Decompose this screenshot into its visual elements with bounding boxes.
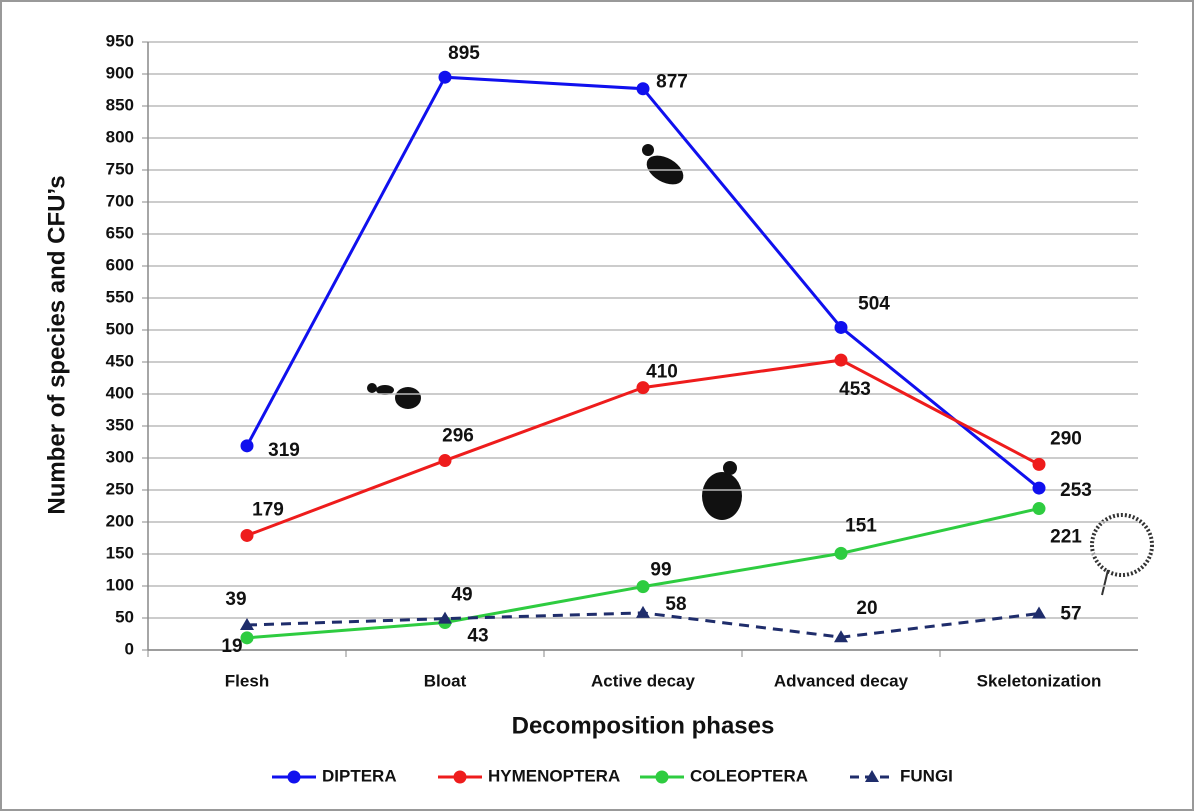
legend-label: HYMENOPTERA: [488, 766, 620, 785]
point: [835, 547, 848, 560]
y-tick-label: 50: [115, 607, 134, 626]
y-tick-label: 400: [106, 383, 134, 402]
data-label: 319: [268, 440, 300, 461]
y-tick-label: 150: [106, 543, 134, 562]
data-label: 39: [225, 589, 246, 610]
point: [439, 71, 452, 84]
y-axis-title: Number of species and CFU’s: [43, 175, 70, 514]
data-label: 151: [845, 515, 877, 536]
data-label: 43: [467, 625, 488, 646]
data-label: 221: [1050, 527, 1082, 548]
point: [637, 580, 650, 593]
y-tick-label: 800: [106, 127, 134, 146]
x-tick-label: Active decay: [591, 671, 695, 690]
point: [835, 321, 848, 334]
x-tick-label: Advanced decay: [774, 671, 909, 690]
data-label: 296: [442, 426, 474, 447]
x-tick-label: Bloat: [424, 671, 467, 690]
y-tick-label: 650: [106, 223, 134, 242]
y-tick-label: 950: [106, 31, 134, 50]
y-tick-label: 300: [106, 447, 134, 466]
point: [439, 454, 452, 467]
data-label: 453: [839, 379, 871, 400]
legend-label: COLEOPTERA: [690, 766, 808, 785]
point: [637, 82, 650, 95]
data-label: 895: [448, 43, 480, 64]
x-axis-title: Decomposition phases: [512, 712, 775, 739]
data-label: 179: [252, 499, 284, 520]
data-label: 20: [856, 598, 877, 619]
y-tick-label: 900: [106, 63, 134, 82]
point: [241, 529, 254, 542]
data-label: 290: [1050, 428, 1082, 449]
y-tick-label: 700: [106, 191, 134, 210]
y-tick-label: 200: [106, 511, 134, 530]
point: [1033, 458, 1046, 471]
point: [656, 771, 669, 784]
x-tick-label: Flesh: [225, 671, 269, 690]
point: [835, 354, 848, 367]
chart: Number of species and CFU’s Decompositio…: [0, 0, 1194, 811]
y-tick-label: 500: [106, 319, 134, 338]
data-label: 504: [858, 293, 890, 314]
point: [1033, 482, 1046, 495]
y-tick-label: 600: [106, 255, 134, 274]
data-label: 99: [650, 560, 671, 581]
y-tick-label: 350: [106, 415, 134, 434]
data-label: 57: [1060, 604, 1081, 625]
y-tick-label: 550: [106, 287, 134, 306]
y-tick-label: 250: [106, 479, 134, 498]
y-tick-label: 750: [106, 159, 134, 178]
legend-label: FUNGI: [900, 766, 953, 785]
point: [454, 771, 467, 784]
y-tick-label: 100: [106, 575, 134, 594]
y-tick-label: 450: [106, 351, 134, 370]
data-label: 58: [665, 594, 686, 615]
data-label: 19: [221, 636, 242, 657]
y-tick-label: 0: [125, 639, 134, 658]
data-label: 253: [1060, 480, 1092, 501]
point: [288, 771, 301, 784]
data-label: 877: [656, 72, 688, 93]
data-label: 49: [451, 585, 472, 606]
point: [1033, 502, 1046, 515]
legend-label: DIPTERA: [322, 766, 397, 785]
point: [637, 381, 650, 394]
point: [241, 439, 254, 452]
y-tick-label: 850: [106, 95, 134, 114]
data-label: 410: [646, 362, 678, 383]
x-tick-label: Skeletonization: [977, 671, 1102, 690]
